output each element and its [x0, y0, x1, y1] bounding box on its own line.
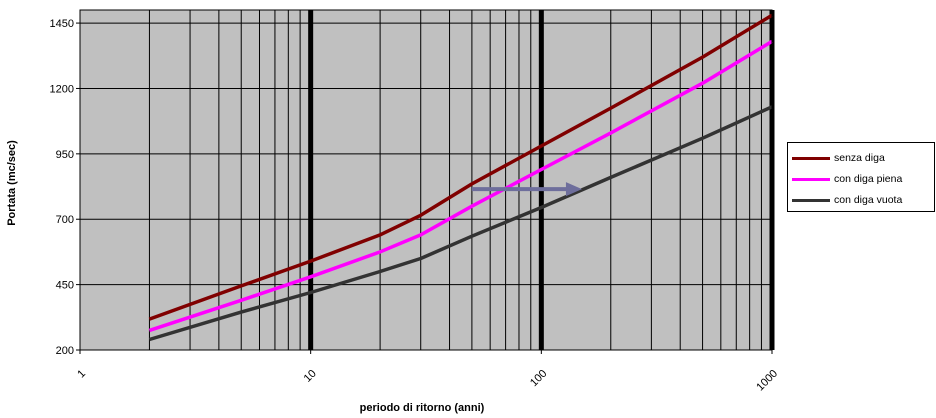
y-tick-label: 700	[56, 214, 74, 226]
series-line-2	[148, 39, 773, 333]
legend: senza diga con diga piena con diga vuota	[787, 142, 935, 212]
legend-swatch	[792, 198, 830, 202]
y-tick-label: 950	[56, 149, 74, 161]
x-tick-label: 1	[75, 368, 88, 381]
legend-item-senza-diga: senza diga	[792, 151, 885, 165]
y-tick-label: 1200	[50, 83, 74, 95]
x-tick-label: 10	[302, 368, 319, 385]
y-tick-label: 450	[56, 280, 74, 292]
legend-item-con-diga-vuota: con diga vuota	[792, 193, 902, 207]
series-layer	[148, 13, 773, 342]
x-axis-ticks: 1 10 100 1000	[75, 350, 780, 393]
annotation-layer	[471, 182, 582, 197]
legend-label: senza diga	[834, 152, 885, 164]
y-tick-label: 200	[56, 345, 74, 357]
legend-label: con diga vuota	[834, 194, 903, 206]
legend-swatch	[792, 156, 830, 160]
arrow-head	[565, 182, 582, 197]
y-axis-ticks: 200 450 700 950 1200 1450	[50, 18, 80, 357]
legend-swatch	[792, 177, 830, 181]
plot-area	[80, 10, 772, 350]
x-tick-label: 1000	[754, 368, 780, 394]
x-tick-label: 100	[528, 368, 549, 389]
x-axis-label: periodo di ritorno (anni)	[360, 402, 485, 414]
legend-item-con-diga-piena: con diga piena	[792, 172, 902, 186]
series-line-3	[148, 105, 773, 342]
y-axis-label: Portata (mc/sec)	[6, 140, 18, 226]
legend-label: con diga piena	[834, 173, 903, 185]
series-line-1	[148, 13, 773, 321]
plot-border	[79, 9, 773, 351]
y-tick-label: 1450	[50, 18, 74, 30]
